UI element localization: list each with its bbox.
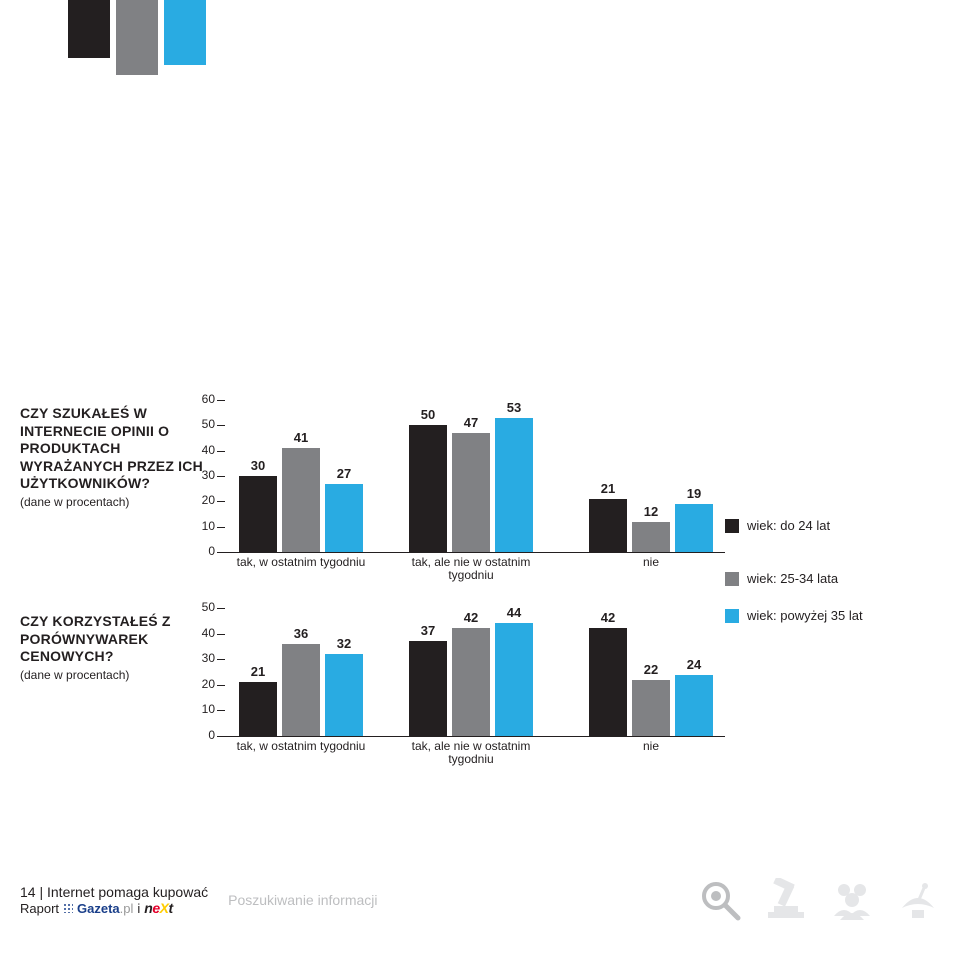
- chart-1: 6050403020100304127tak, w ostatnim tygod…: [215, 400, 725, 598]
- bar-group: 374244: [409, 623, 533, 736]
- bar: 12: [632, 522, 670, 552]
- y-tick-label: 60: [193, 392, 215, 406]
- y-tick-label: 20: [193, 677, 215, 691]
- footer-sub: Raport Gazeta.pl i neXt: [20, 900, 208, 916]
- bar-value: 36: [282, 626, 320, 641]
- bar: 41: [282, 448, 320, 552]
- gazeta-dots-icon: [63, 903, 73, 913]
- y-tick-label: 10: [193, 702, 215, 716]
- bar-value: 47: [452, 415, 490, 430]
- bar: 22: [632, 680, 670, 736]
- charts-area: CZY SZUKAŁEŚ W INTERNECIE OPINII O PRODU…: [20, 400, 940, 792]
- y-tick-label: 50: [193, 417, 215, 431]
- bar-value: 53: [495, 400, 533, 415]
- y-tick-label: 30: [193, 651, 215, 665]
- bar-value: 50: [409, 407, 447, 422]
- x-category-label: nie: [569, 556, 733, 558]
- bar: 53: [495, 418, 533, 552]
- x-category-label: tak, ale nie w ostatnim tygodniu: [389, 556, 553, 558]
- question-2: CZY KORZYSTAŁEŚ Z PORÓWNYWAREK CENOWYCH?…: [20, 608, 215, 682]
- x-category-label: tak, w ostatnim tygodniu: [219, 740, 383, 742]
- bar: 36: [282, 644, 320, 736]
- bar-group: 213632: [239, 644, 363, 736]
- bar: 27: [325, 484, 363, 552]
- legend-swatch: [725, 609, 739, 623]
- legend-label: wiek: do 24 lat: [747, 518, 830, 533]
- question-1-title: CZY SZUKAŁEŚ W INTERNECIE OPINII O PRODU…: [20, 405, 205, 493]
- footer-main: Internet pomaga kupować: [47, 884, 208, 900]
- bar-group: 304127: [239, 448, 363, 552]
- bar: 21: [239, 682, 277, 736]
- bar-group: 211219: [589, 499, 713, 552]
- bar: 24: [675, 675, 713, 736]
- question-2-sub: (dane w procentach): [20, 668, 205, 682]
- bar-value: 27: [325, 466, 363, 481]
- y-tick-label: 30: [193, 468, 215, 482]
- x-category-label: nie: [569, 740, 733, 742]
- bar-value: 41: [282, 430, 320, 445]
- satellite-icon: [896, 878, 940, 922]
- legend-swatch: [725, 519, 739, 533]
- bar-value: 12: [632, 504, 670, 519]
- y-tick-label: 0: [193, 544, 215, 558]
- search-icon: [698, 878, 742, 922]
- y-tick-label: 40: [193, 443, 215, 457]
- bar-value: 30: [239, 458, 277, 473]
- gazeta-logo: Gazeta.pl: [77, 901, 133, 916]
- bar: 21: [589, 499, 627, 552]
- legend-item: wiek: do 24 lat: [725, 518, 905, 533]
- y-tick-label: 40: [193, 626, 215, 640]
- bar: 47: [452, 433, 490, 552]
- bar: 44: [495, 623, 533, 736]
- bar-value: 21: [589, 481, 627, 496]
- bar-value: 32: [325, 636, 363, 651]
- legend-item: wiek: powyżej 35 lat: [725, 608, 905, 623]
- footer-icons: [698, 878, 940, 922]
- legend-item: wiek: 25-34 lata: [725, 571, 905, 586]
- legend-swatch: [725, 572, 739, 586]
- bar: 19: [675, 504, 713, 552]
- bar: 37: [409, 641, 447, 736]
- bar-value: 44: [495, 605, 533, 620]
- x-category-label: tak, ale nie w ostatnim tygodniu: [389, 740, 553, 742]
- bar-value: 21: [239, 664, 277, 679]
- bar-value: 24: [675, 657, 713, 672]
- footer-right: Poszukiwanie informacji: [228, 892, 377, 908]
- people-icon: [830, 878, 874, 922]
- footer: 14 | Internet pomaga kupować Raport Gaze…: [20, 878, 940, 922]
- question-2-title: CZY KORZYSTAŁEŚ Z PORÓWNYWAREK CENOWYCH?: [20, 613, 205, 666]
- bar: 32: [325, 654, 363, 736]
- bar: 42: [589, 628, 627, 736]
- question-1: CZY SZUKAŁEŚ W INTERNECIE OPINII O PRODU…: [20, 400, 215, 509]
- header-color-bars: [68, 0, 206, 75]
- footer-page: 14: [20, 884, 36, 900]
- gavel-icon: [764, 878, 808, 922]
- y-tick-label: 50: [193, 600, 215, 614]
- y-tick-label: 10: [193, 519, 215, 533]
- bar-value: 42: [452, 610, 490, 625]
- y-tick-label: 20: [193, 493, 215, 507]
- bar-value: 42: [589, 610, 627, 625]
- bar-group: 422224: [589, 628, 713, 736]
- question-1-sub: (dane w procentach): [20, 495, 205, 509]
- legend-label: wiek: 25-34 lata: [747, 571, 838, 586]
- y-tick-label: 0: [193, 728, 215, 742]
- bar-value: 37: [409, 623, 447, 638]
- bar: 42: [452, 628, 490, 736]
- bar: 30: [239, 476, 277, 552]
- legend: wiek: do 24 lat wiek: 25-34 lata: [725, 400, 905, 594]
- bar-group: 504753: [409, 418, 533, 552]
- bar: 50: [409, 425, 447, 552]
- bar-value: 22: [632, 662, 670, 677]
- chart-2: 50403020100213632tak, w ostatnim tygodni…: [215, 608, 725, 782]
- legend-label: wiek: powyżej 35 lat: [747, 608, 863, 623]
- x-category-label: tak, w ostatnim tygodniu: [219, 556, 383, 558]
- next-logo: neXt: [144, 900, 172, 916]
- bar-value: 19: [675, 486, 713, 501]
